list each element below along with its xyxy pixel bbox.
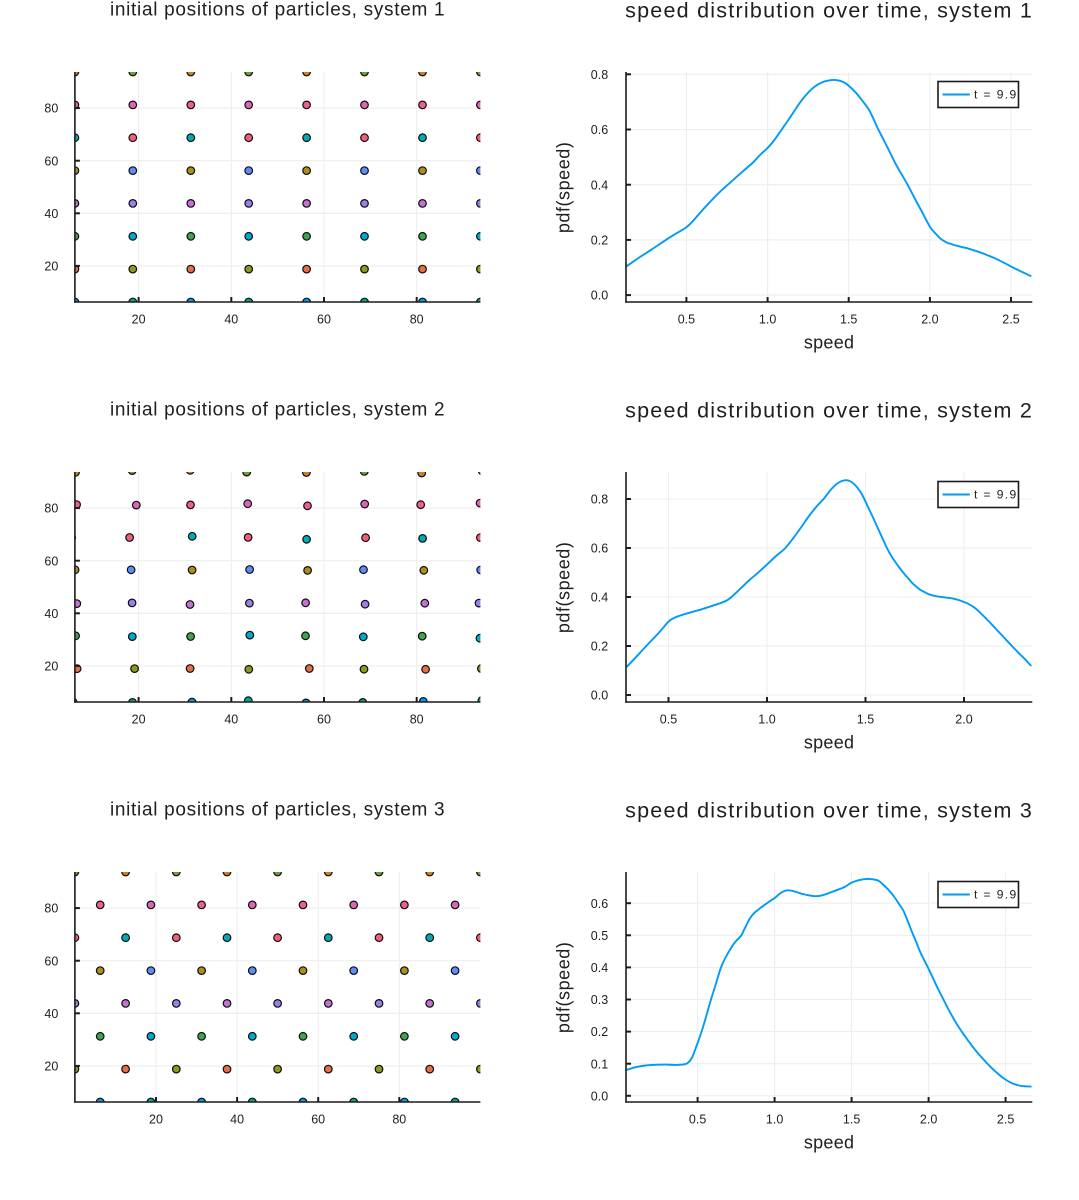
svg-text:60: 60 [44, 954, 58, 968]
svg-text:0.6: 0.6 [591, 897, 608, 911]
svg-text:60: 60 [317, 712, 331, 726]
svg-text:20: 20 [44, 1060, 58, 1074]
svg-text:40: 40 [224, 312, 238, 326]
svg-text:1.0: 1.0 [766, 1112, 783, 1126]
svg-text:20: 20 [132, 712, 146, 726]
svg-text:80: 80 [44, 102, 58, 116]
svg-text:2.0: 2.0 [920, 1112, 937, 1126]
svg-text:0.5: 0.5 [591, 929, 608, 943]
svg-text:0.2: 0.2 [591, 234, 608, 248]
svg-text:60: 60 [317, 312, 331, 326]
svg-text:speed distribution over time,: speed distribution over time, system 2 [625, 399, 1033, 423]
svg-text:0.5: 0.5 [689, 1112, 706, 1126]
svg-text:speed distribution over time,: speed distribution over time, system 1 [625, 0, 1033, 23]
svg-text:0.8: 0.8 [591, 68, 608, 82]
svg-text:80: 80 [392, 1112, 406, 1126]
svg-text:60: 60 [311, 1112, 325, 1126]
svg-text:0.6: 0.6 [591, 123, 608, 137]
svg-text:pdf(speed): pdf(speed) [554, 942, 574, 1034]
svg-text:40: 40 [44, 1007, 58, 1021]
svg-text:0.2: 0.2 [591, 640, 608, 654]
svg-text:2.5: 2.5 [997, 1112, 1014, 1126]
svg-text:80: 80 [44, 502, 58, 516]
svg-text:0.5: 0.5 [660, 712, 677, 726]
svg-text:speed distribution over time,: speed distribution over time, system 3 [625, 799, 1033, 823]
svg-text:t = 9.9: t = 9.9 [974, 888, 1018, 902]
svg-text:1.0: 1.0 [758, 712, 775, 726]
svg-text:0.0: 0.0 [591, 1089, 608, 1103]
svg-text:0.0: 0.0 [591, 289, 608, 303]
svg-text:40: 40 [44, 207, 58, 221]
svg-text:pdf(speed): pdf(speed) [554, 542, 574, 634]
svg-text:0.1: 0.1 [591, 1057, 608, 1071]
svg-text:20: 20 [132, 312, 146, 326]
svg-text:0.4: 0.4 [591, 961, 608, 975]
svg-text:1.5: 1.5 [840, 312, 857, 326]
svg-text:initial positions of particles: initial positions of particles, system 2 [110, 400, 445, 421]
svg-text:80: 80 [410, 312, 424, 326]
svg-text:60: 60 [44, 154, 58, 168]
svg-text:1.5: 1.5 [857, 712, 874, 726]
svg-text:speed: speed [804, 1133, 855, 1153]
svg-text:40: 40 [230, 1112, 244, 1126]
svg-text:0.3: 0.3 [591, 993, 608, 1007]
svg-text:t = 9.9: t = 9.9 [974, 488, 1018, 502]
svg-text:initial positions of particles: initial positions of particles, system 1 [110, 0, 445, 21]
svg-text:80: 80 [44, 902, 58, 916]
svg-text:20: 20 [44, 260, 58, 274]
svg-text:80: 80 [410, 712, 424, 726]
svg-text:1.0: 1.0 [759, 312, 776, 326]
svg-text:0.6: 0.6 [591, 542, 608, 556]
svg-text:speed: speed [804, 333, 855, 353]
svg-text:40: 40 [44, 607, 58, 621]
svg-text:1.5: 1.5 [843, 1112, 860, 1126]
svg-text:20: 20 [44, 660, 58, 674]
svg-text:speed: speed [804, 733, 855, 753]
svg-text:0.4: 0.4 [591, 178, 608, 192]
svg-text:0.5: 0.5 [678, 312, 695, 326]
svg-text:60: 60 [44, 554, 58, 568]
svg-text:0.2: 0.2 [591, 1025, 608, 1039]
svg-text:0.4: 0.4 [591, 591, 608, 605]
svg-text:0.0: 0.0 [591, 689, 608, 703]
svg-text:2.0: 2.0 [955, 712, 972, 726]
svg-text:0.8: 0.8 [591, 493, 608, 507]
svg-text:initial positions of particles: initial positions of particles, system 3 [110, 800, 445, 821]
svg-text:t = 9.9: t = 9.9 [974, 88, 1018, 102]
svg-text:pdf(speed): pdf(speed) [554, 142, 574, 234]
svg-text:2.0: 2.0 [921, 312, 938, 326]
svg-text:20: 20 [149, 1112, 163, 1126]
svg-text:2.5: 2.5 [1002, 312, 1019, 326]
svg-text:40: 40 [224, 712, 238, 726]
